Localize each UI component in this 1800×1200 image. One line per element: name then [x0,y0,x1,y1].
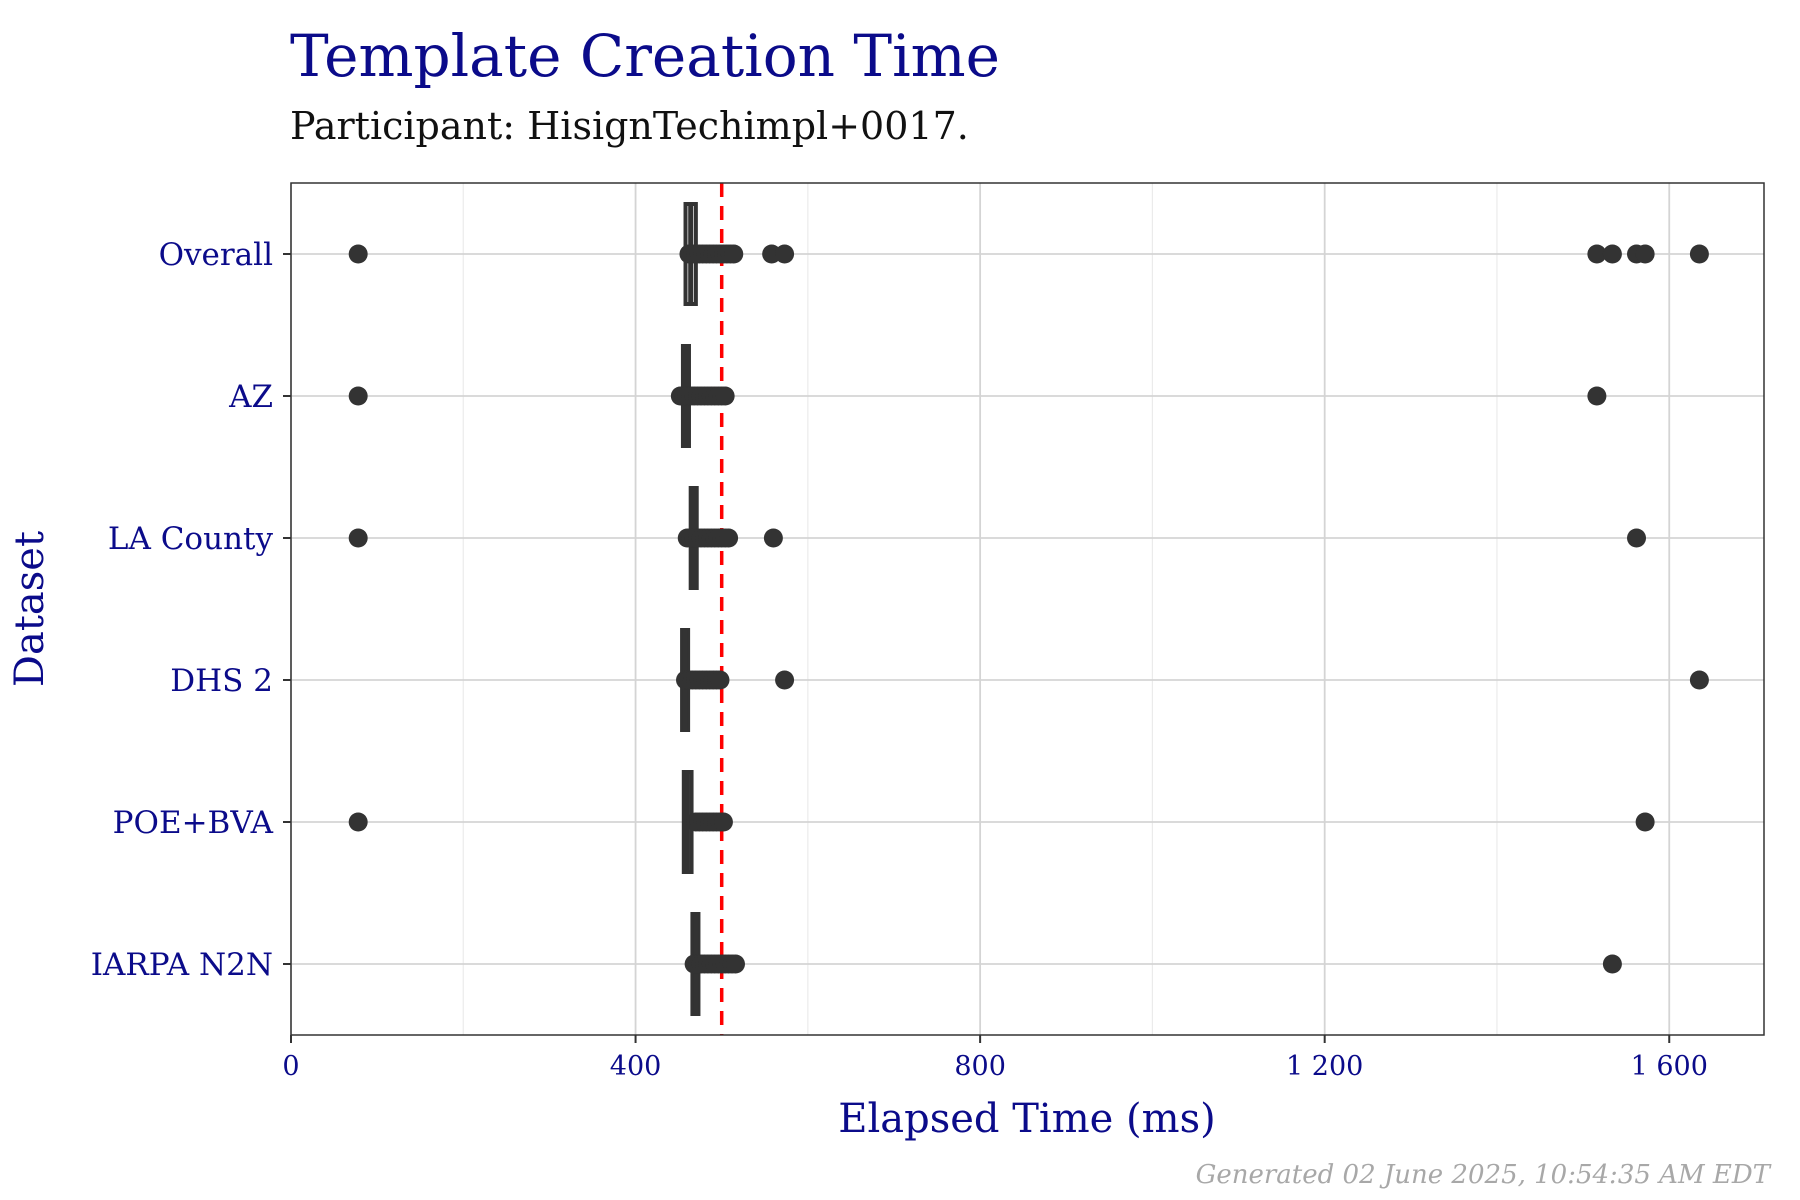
outlier-point [1689,670,1709,690]
outlier-point [724,244,744,264]
outlier-point [1635,244,1655,264]
x-tick-label: 1 200 [1286,1051,1363,1082]
y-tick-label: LA County [108,521,274,557]
box-group-overall [348,202,1709,306]
outlier-point [1587,244,1607,264]
y-tick-label: Overall [159,237,273,273]
outlier-point [1635,812,1655,832]
x-tick-label: 400 [610,1051,662,1082]
outlier-point [1602,954,1622,974]
y-axis-title: Dataset [7,531,53,687]
y-tick-label: DHS 2 [170,663,273,699]
box-group-la-county [348,486,1647,590]
outlier-point [763,528,783,548]
outlier-point [715,386,735,406]
outlier-point [725,954,745,974]
generated-timestamp-caption: Generated 02 June 2025, 10:54:35 AM EDT [1195,1160,1770,1190]
x-tick-label: 0 [282,1051,299,1082]
box-group-iarpa-n2n [684,912,1622,1016]
y-tick-label: IARPA N2N [91,947,273,983]
chart-subtitle: Participant: HisignTechimpl+0017. [290,104,969,148]
outlier-point [348,812,368,832]
outlier-point [775,244,795,264]
y-tick-label: AZ [228,379,273,415]
box-group-az [348,344,1607,448]
box-group-poe-bva [348,770,1655,874]
plot-panel-border [290,182,1765,1036]
outlier-point [1587,386,1607,406]
outlier-point [719,528,739,548]
outlier-point [775,670,795,690]
axis-layer: 0 400 800 1 200 1 600 Overall AZ LA County DHS 2… [91,237,1708,1082]
outlier-point [1602,244,1622,264]
outlier-point [348,528,368,548]
x-tick-label: 1 600 [1631,1051,1708,1082]
outlier-point [348,386,368,406]
box-group-dhs-2 [676,628,1709,732]
chart-title: Template Creation Time [290,22,1000,90]
x-tick-label: 800 [954,1051,1006,1082]
outlier-point [1627,528,1647,548]
y-tick-label: POE+BVA [113,805,274,841]
grid-layer [290,183,1764,1035]
data-layer [348,202,1709,1016]
outlier-point [348,244,368,264]
outlier-point [1689,244,1709,264]
outlier-point [713,812,733,832]
x-axis-title: Elapsed Time (ms) [838,1096,1215,1142]
outlier-point [710,670,730,690]
